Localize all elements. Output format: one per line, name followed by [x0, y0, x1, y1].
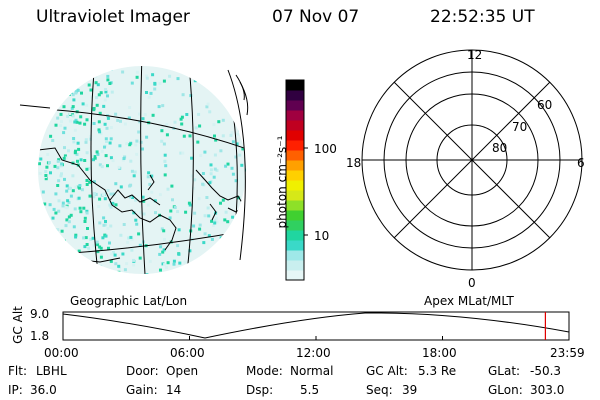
timeline-tick-0000: 00:00	[44, 346, 79, 360]
colorbar-tick-10: 10	[314, 229, 330, 243]
color-scale-bar	[285, 79, 308, 281]
colorbar-segment	[286, 160, 304, 171]
mlat-label-80: 80	[492, 141, 508, 155]
colorbar-segment	[286, 200, 304, 211]
info-gcalt-value: 5.3 Re	[418, 364, 457, 378]
timeline-ymin: 1.8	[30, 329, 50, 343]
info-flt-key: Flt:	[8, 364, 27, 378]
mlat-label-60: 60	[537, 98, 553, 112]
info-ip-key: IP:	[8, 383, 23, 397]
colorbar-segment	[286, 80, 304, 91]
info-seq-key: Seq:	[366, 383, 393, 397]
colorbar-segment	[286, 100, 304, 111]
info-seq-value: 39	[402, 383, 418, 397]
info-glat-value: -50.3	[530, 364, 562, 378]
colorbar-segment	[286, 120, 304, 131]
colorbar-segment	[286, 240, 304, 251]
timeline-tick-0600: 06:00	[170, 346, 205, 360]
observation-date: 07 Nov 07	[272, 7, 360, 27]
mlt-label-12: 12	[467, 48, 483, 62]
mlat-label-70: 70	[512, 120, 528, 134]
info-door-value: Open	[166, 364, 199, 378]
colorbar-segment	[286, 170, 304, 181]
info-glon-key: GLon:	[488, 383, 523, 397]
timeline-frame	[62, 311, 570, 341]
colorbar-segment	[286, 230, 304, 241]
info-gain-key: Gain:	[126, 383, 158, 397]
mlt-line-diag-2	[393, 81, 551, 239]
colorbar-segment	[286, 140, 304, 151]
timeline-ylabel: GC Alt	[11, 306, 25, 344]
info-mode-key: Mode:	[246, 364, 283, 378]
observation-time: 22:52:35 UT	[430, 7, 535, 27]
colorbar-segment	[286, 260, 304, 271]
timeline-ymax: 9.0	[30, 307, 50, 321]
colorbar-segment	[286, 110, 304, 121]
colorbar-segment	[286, 220, 304, 231]
mlt-label-18: 18	[346, 156, 362, 170]
info-dsp-key: Dsp:	[246, 383, 274, 397]
altitude-curve	[62, 312, 570, 339]
timeline-tick-1800: 18:00	[422, 346, 457, 360]
timeline-tick-2359: 23:59	[550, 346, 585, 360]
colorbar-segment	[286, 270, 304, 281]
instrument-title: Ultraviolet Imager	[36, 7, 190, 27]
colorbar-segment	[286, 250, 304, 261]
colorbar-segment	[286, 190, 304, 201]
colorbar-tick-100: 100	[314, 142, 337, 156]
colorbar-segment	[286, 210, 304, 221]
geographic-image	[19, 66, 249, 274]
info-glon-value: 303.0	[530, 383, 565, 397]
timeline-tick-1200: 12:00	[296, 346, 331, 360]
colorbar-segment	[286, 90, 304, 101]
colorbar-segment	[286, 130, 304, 141]
colorbar-segment	[286, 180, 304, 191]
mlt-label-0: 0	[468, 276, 476, 290]
info-door-key: Door:	[126, 364, 159, 378]
left-panel-label: Geographic Lat/Lon	[70, 294, 188, 308]
info-gcalt-key: GC Alt:	[366, 364, 408, 378]
info-mode-value: Normal	[290, 364, 334, 378]
colorbar-unit-label: photon cm⁻²s⁻¹	[275, 135, 289, 229]
info-dsp-value: 5.5	[300, 383, 320, 397]
altitude-timeline	[62, 311, 570, 341]
info-gain-value: 14	[166, 383, 182, 397]
mlt-label-6: 6	[577, 156, 585, 170]
polar-mlat-mlt-plot	[361, 49, 583, 271]
info-glat-key: GLat:	[488, 364, 521, 378]
info-flt-value: LBHL	[36, 364, 67, 378]
info-ip-value: 36.0	[30, 383, 57, 397]
colorbar-segment	[286, 150, 304, 161]
right-panel-label: Apex MLat/MLT	[424, 294, 514, 308]
